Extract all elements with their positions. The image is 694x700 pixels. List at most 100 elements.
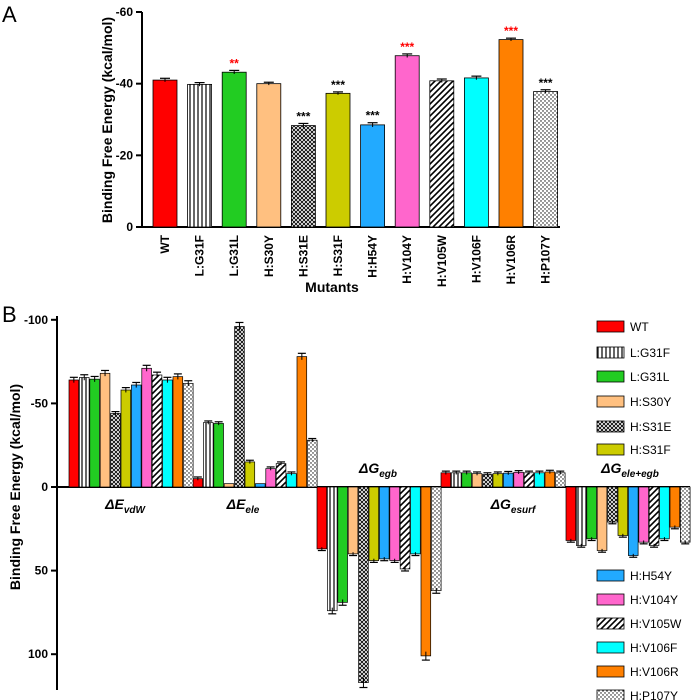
panel-b-bar-rect xyxy=(451,472,462,488)
panel-b-bar-h-s30y-group-2 xyxy=(223,483,235,488)
panel-b-bar-rect xyxy=(368,486,380,561)
panel-b-bar-rect xyxy=(358,486,369,683)
panel-b-legend-label: H:S31E xyxy=(630,420,671,434)
panel-b-bar-rect xyxy=(607,486,618,523)
panel-b-bar-h-p107y-group-1 xyxy=(183,380,194,488)
panel-b-bars xyxy=(68,321,691,689)
panel-a-category-label: L:G31F xyxy=(193,235,207,276)
panel-a-bar-l-g31l: ** xyxy=(221,56,247,228)
panel-b-bar-rect xyxy=(316,486,328,550)
panel-b-bar-h-h54y-group-3 xyxy=(379,486,390,562)
panel-b-bar-h-s31f-group-5 xyxy=(617,486,629,538)
panel-b-letter: B xyxy=(2,302,17,327)
panel-b-bar-wt-group-3 xyxy=(316,486,328,552)
panel-a-category-label: H:V106F xyxy=(469,235,483,283)
panel-a-bar-h-v106f xyxy=(463,75,489,228)
panel-b-y-tick-label: 100 xyxy=(28,647,48,661)
panel-b-bar-h-v104y-group-4 xyxy=(513,470,524,488)
panel-b-bar-rect xyxy=(523,472,535,488)
panel-b-bar-rect xyxy=(576,486,587,546)
panel-b-bar-rect xyxy=(555,472,566,488)
panel-b-bar-h-v105w-group-1 xyxy=(151,371,163,488)
panel-a-bar-rect xyxy=(429,80,455,228)
panel-b-bar-rect xyxy=(461,472,472,488)
panel-a-x-axis-title: Mutants xyxy=(305,279,359,295)
panel-b-legend-label: L:G31L xyxy=(630,370,670,384)
panel-b-bar-rect xyxy=(534,472,545,488)
panel-b-legend-swatch xyxy=(596,420,625,433)
panel-b-bar-h-h54y-group-4 xyxy=(503,470,514,488)
panel-b-bar-rect xyxy=(638,486,649,543)
panel-b-bar-rect xyxy=(151,374,163,488)
panel-a-bar-rect xyxy=(221,71,247,228)
panel-b-bar-rect xyxy=(296,356,308,488)
panel-b-bar-h-v104y-group-3 xyxy=(389,486,400,564)
panel-b-bar-h-s30y-group-1 xyxy=(99,369,111,488)
panel-b-bar-rect xyxy=(503,472,514,488)
panel-b-bar-h-v106r-group-2 xyxy=(296,352,308,488)
panel-b-bar-rect xyxy=(68,379,80,488)
panel-b-bar-h-s30y-group-4 xyxy=(471,471,483,488)
panel-a-bar-h-h54y: *** xyxy=(360,109,386,228)
panel-a-category-label: H:V105W xyxy=(435,234,449,287)
panel-b-bar-h-s31e-group-5 xyxy=(607,486,618,525)
panel-b-bar-rect xyxy=(420,486,432,657)
panel-b-bar-rect xyxy=(431,486,442,592)
panel-b-bar-h-v106f-group-1 xyxy=(162,376,173,488)
panel-b-legend-swatch xyxy=(596,346,625,359)
panel-b-bar-rect xyxy=(659,486,670,540)
panel-b-legend-item-h-v104y: H:V104Y xyxy=(596,593,678,607)
panel-b-bar-rect xyxy=(399,486,411,570)
panel-b-bar-rect xyxy=(234,326,245,488)
panel-b-y-tick-label: 50 xyxy=(35,564,49,578)
panel-b-legend-label: H:S30Y xyxy=(630,395,671,409)
panel-a-y-tick-label: -40 xyxy=(116,77,134,91)
panel-b-bar-h-v106r-group-3 xyxy=(420,486,432,661)
panel-a-category-label: L:G31L xyxy=(227,235,241,276)
panel-a-bar-rect xyxy=(325,92,351,228)
panel-b-bar-rect xyxy=(89,378,100,488)
panel-b-group-label-main: ΔE xyxy=(226,496,246,512)
panel-b-bar-h-s31f-group-1 xyxy=(120,386,132,488)
panel-b-bar-rect xyxy=(410,486,421,555)
panel-b-group-label-main: ΔG xyxy=(490,496,511,512)
panel-b-bar-h-p107y-group-3 xyxy=(431,486,442,594)
panel-b-bar-rect xyxy=(544,471,556,488)
panel-b-bar-h-h54y-group-2 xyxy=(255,483,266,488)
panel-b-group-label-subscript: esurf xyxy=(511,505,537,516)
panel-a-bar-h-s31e: *** xyxy=(290,109,316,228)
panel-a-bar-h-v105w xyxy=(429,78,455,228)
panel-b-legend-label: H:V106F xyxy=(630,641,677,655)
panel-b-bar-rect xyxy=(586,486,597,540)
panel-b-bar-h-s31f-group-2 xyxy=(244,459,256,488)
panel-b-bar-l-g31l-group-2 xyxy=(213,421,224,488)
panel-b-bar-h-s31e-group-1 xyxy=(110,410,121,488)
panel-b-bar-l-g31l-group-5 xyxy=(586,486,597,542)
panel-b-bar-h-v106f-group-3 xyxy=(410,486,421,557)
panel-a-bar-h-v106r: *** xyxy=(498,24,524,228)
panel-b-legend-item-h-s31f: H:S31F xyxy=(596,443,671,457)
panel-a-significance-mark: *** xyxy=(504,24,518,38)
panel-b-bar-h-v105w-group-5 xyxy=(648,486,660,548)
panel-b-legend-label: H:V106R xyxy=(630,665,679,679)
panel-a-bar-rect xyxy=(498,39,524,228)
panel-b-bar-h-v104y-group-2 xyxy=(265,466,276,488)
panel-b-bar-rect xyxy=(131,384,142,488)
panel-b-bar-rect xyxy=(110,413,121,488)
panel-b-bar-h-s31e-group-3 xyxy=(358,486,369,689)
panel-b-legend-swatch xyxy=(596,593,625,606)
panel-b-bar-rect xyxy=(162,379,173,488)
panel-b-y-tick-label: -50 xyxy=(31,396,49,410)
panel-b-bar-rect xyxy=(265,468,276,488)
panel-b-bar-l-g31f-group-5 xyxy=(576,486,587,548)
panel-b-bar-h-p107y-group-5 xyxy=(680,486,691,545)
panel-b-group-label: ΔGesurf xyxy=(490,496,537,516)
panel-a-category-label: WT xyxy=(158,234,172,253)
panel-a-y-tick-label: -20 xyxy=(116,148,134,162)
panel-a-bar-rect xyxy=(463,77,489,228)
panel-b-legend-item-h-s31e: H:S31E xyxy=(596,420,671,434)
panel-b-legend-item-wt: WT xyxy=(596,320,649,334)
panel-b-bar-h-s31f-group-4 xyxy=(492,471,504,488)
panel-b-group-label-main: ΔG xyxy=(600,460,621,476)
